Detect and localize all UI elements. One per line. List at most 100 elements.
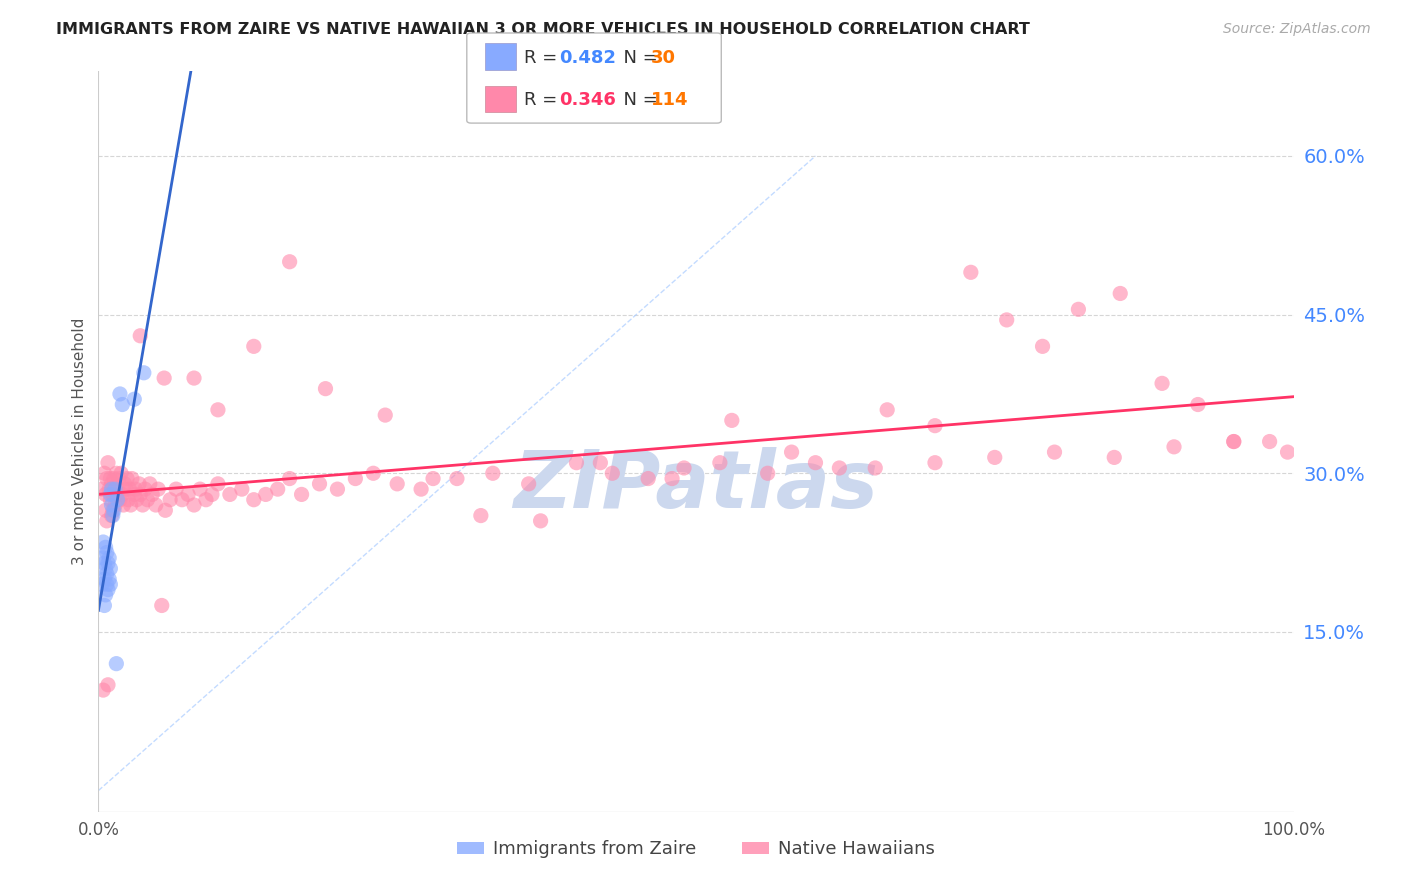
Point (91, 683, 114, 698)
Point (110, 467, 132, 481)
Point (96, 546, 118, 560)
Text: R =: R = (524, 49, 564, 67)
Point (183, 371, 205, 385)
Text: 0.346: 0.346 (560, 91, 616, 109)
Point (385, 476, 409, 491)
Point (97, 678, 120, 692)
Point (124, 392, 146, 407)
Point (207, 402, 229, 417)
Point (155, 503, 177, 517)
Point (1104, 450, 1126, 465)
Point (145, 498, 167, 512)
Point (924, 418, 946, 433)
Point (94, 503, 117, 517)
Point (278, 472, 301, 486)
Point (243, 339, 266, 353)
Point (132, 366, 155, 380)
Point (165, 482, 187, 496)
Point (93, 556, 115, 570)
Point (136, 492, 159, 507)
Point (1163, 440, 1185, 454)
Point (98, 550, 121, 565)
Point (100, 498, 122, 512)
Point (91, 577, 114, 591)
Point (828, 461, 851, 475)
Point (125, 492, 148, 507)
Point (107, 482, 129, 496)
Point (188, 482, 211, 496)
Point (91, 482, 114, 496)
Point (177, 487, 200, 501)
Point (1258, 434, 1281, 449)
Point (94, 541, 117, 555)
Point (96, 472, 118, 486)
Point (1223, 434, 1246, 449)
Point (101, 503, 124, 517)
Point (183, 498, 205, 512)
Text: Source: ZipAtlas.com: Source: ZipAtlas.com (1223, 22, 1371, 37)
Point (100, 482, 122, 496)
Point (565, 456, 588, 470)
Point (115, 482, 138, 496)
Point (131, 498, 153, 512)
Point (201, 487, 224, 501)
Point (243, 492, 266, 507)
Point (721, 413, 744, 427)
Point (100, 508, 122, 523)
Point (344, 472, 367, 486)
Point (121, 472, 143, 486)
Point (984, 450, 1007, 465)
Point (124, 482, 146, 496)
Point (326, 482, 349, 496)
Legend: Immigrants from Zaire, Native Hawaiians: Immigrants from Zaire, Native Hawaiians (450, 833, 942, 865)
Point (97, 556, 120, 570)
Point (374, 408, 396, 422)
Point (446, 472, 468, 486)
Point (1152, 376, 1174, 391)
Point (105, 467, 128, 481)
Point (91, 550, 114, 565)
Point (93, 599, 115, 613)
Point (93, 572, 115, 586)
Point (219, 487, 242, 501)
Point (96, 514, 118, 528)
Point (661, 472, 683, 486)
Point (114, 476, 136, 491)
Point (117, 492, 139, 507)
Text: N =: N = (612, 49, 664, 67)
Point (139, 476, 162, 491)
Point (97, 582, 120, 597)
Text: 114: 114 (651, 91, 689, 109)
Point (278, 254, 301, 268)
Point (308, 476, 330, 491)
Point (134, 482, 156, 496)
Point (100, 476, 122, 491)
Point (107, 492, 129, 507)
Point (411, 482, 433, 496)
Text: N =: N = (612, 91, 664, 109)
Point (129, 487, 152, 501)
Point (422, 472, 444, 486)
Point (1032, 339, 1054, 353)
Point (103, 472, 125, 486)
Point (291, 487, 314, 501)
Point (98, 482, 121, 496)
Point (315, 382, 337, 396)
Point (129, 328, 152, 343)
Point (141, 487, 163, 501)
Point (105, 487, 128, 501)
Point (231, 482, 253, 496)
Point (118, 482, 141, 496)
Point (804, 456, 827, 470)
Point (1223, 434, 1246, 449)
Point (96, 566, 118, 581)
Point (254, 487, 277, 501)
Point (148, 482, 170, 496)
Point (120, 498, 142, 512)
Point (865, 461, 887, 475)
Point (1187, 398, 1209, 412)
Point (96, 577, 118, 591)
Point (108, 387, 131, 401)
Point (924, 456, 946, 470)
Point (1277, 445, 1299, 459)
